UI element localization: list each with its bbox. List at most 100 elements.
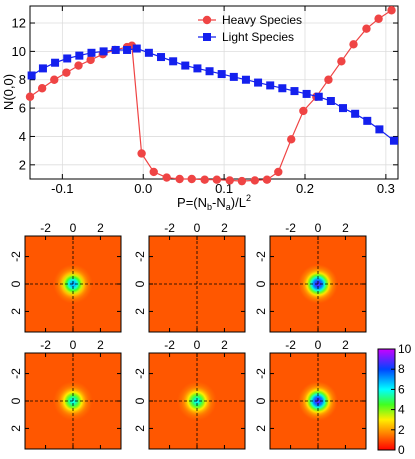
y-tick-label: 10 [12,44,26,59]
panel-y-tick-label: -2 [9,251,23,262]
data-point [362,24,371,33]
panel-y-tick-label: 2 [254,308,268,315]
heatmap-panel-1: -2 -2 0 0 2 2 [9,221,122,333]
plot-area [29,5,399,180]
data-point [375,125,384,134]
x-tick-label: 0.1 [215,181,233,196]
data-point [162,173,171,182]
data-point [278,84,287,93]
x-tick-label: 0.3 [377,181,395,196]
data-point [287,135,296,144]
x-tick-label: 0.0 [134,181,152,196]
axis-ticks: -0.1 0.0 0.1 0.2 0.3 2 4 6 8 10 12 [12,6,398,196]
panel-x-tick-label: 2 [97,221,104,235]
panel-y-tick-label: 0 [254,280,268,287]
data-point [337,57,346,66]
data-point [27,71,36,80]
data-point [389,136,398,145]
panel-y-tick-label: -2 [254,251,268,262]
data-point [217,70,226,79]
panel-y-tick-label: 0 [133,397,147,404]
data-point [363,116,372,125]
panel-y-tick-label: 2 [133,425,147,432]
panel-x-tick-label: -2 [40,221,51,235]
colorbar-tick-label: 4 [398,403,405,417]
x-tick-label: 0.2 [296,181,314,196]
panel-x-tick-label: 0 [194,221,201,235]
data-point [149,167,158,177]
data-point [74,61,83,70]
panel-y-tick-label: 0 [133,280,147,287]
legend-label-light: Light Species [222,30,294,44]
heatmap-panel-2: -2 -2 0 0 2 2 [133,221,246,333]
data-point [324,75,333,84]
data-point [86,55,95,65]
panel-x-tick-label: 0 [70,338,77,352]
line-chart: -0.1 0.0 0.1 0.2 0.3 2 4 6 8 10 12 N(0,0) P=(Nb-Na… [1,5,399,212]
panel-x-tick-label: 2 [342,338,349,352]
colorbar-tick-label: 6 [398,382,405,396]
series-light [27,44,398,145]
panel-y-tick-label: 2 [9,425,23,432]
heatmap-panel-5: -2 -2 0 0 2 2 [133,338,246,450]
data-point [175,174,184,184]
data-point [274,167,283,177]
legend-label-heavy: Heavy Species [222,13,302,27]
data-point [266,81,275,90]
data-point [132,44,141,53]
data-point [387,6,396,15]
panel-x-tick-label: -2 [285,221,296,235]
data-point [205,67,214,76]
colorbar-gradient [377,348,396,451]
panel-y-tick-label: 2 [254,425,268,432]
data-point [225,176,234,185]
grid [30,6,398,179]
data-point [212,175,222,184]
data-point [25,92,35,101]
data-point [374,14,383,23]
data-point [262,175,272,184]
panel-x-tick-label: 0 [315,221,322,235]
data-point [111,45,120,54]
colorbar-tick-label: 0 [398,443,405,457]
heatmap-panels: -2 -2 0 0 2 2 -2 -2 0 0 2 2 -2 -2 0 0 2 2 -2 -2 0 0 2 2 -2 -2 0 0 2 2… [9,221,367,450]
data-point [144,48,153,57]
heatmap-panel-3: -2 -2 0 0 2 2 [254,221,367,333]
panel-x-tick-label: 0 [194,338,201,352]
data-point [237,176,247,186]
data-point [123,45,132,54]
panel-x-tick-label: 0 [70,221,77,235]
legend-marker-heavy [202,15,212,25]
data-point [169,57,178,66]
panel-y-tick-label: 0 [9,280,23,287]
data-point [87,48,96,57]
data-point [351,109,360,118]
heatmap-panel-6: -2 -2 0 0 2 2 [254,338,367,450]
data-point [187,174,196,184]
panel-x-tick-label: -2 [164,221,175,235]
data-point [302,89,311,98]
y-tick-label: 4 [19,129,26,144]
data-point [181,61,190,70]
colorbar-tick-label: 10 [398,342,412,356]
panel-x-tick-label: -2 [164,338,175,352]
heatmap-panel-4: -2 -2 0 0 2 2 [9,338,122,450]
panel-x-tick-label: -2 [285,338,296,352]
data-point [200,175,209,184]
panel-x-tick-label: 2 [342,221,349,235]
colorbar-tick-label: 2 [398,423,405,437]
data-point [250,176,260,185]
panel-y-tick-label: -2 [9,368,23,379]
panel-x-tick-label: -2 [40,338,51,352]
series [25,6,398,186]
y-tick-label: 2 [19,157,26,172]
panel-x-tick-label: 2 [221,221,228,235]
data-point [229,72,238,81]
data-point [51,58,60,67]
panel-y-tick-label: 0 [9,397,23,404]
data-point [50,75,59,84]
panel-x-tick-label: 0 [315,338,322,352]
data-point [290,87,299,96]
panel-y-tick-label: 2 [9,308,23,315]
